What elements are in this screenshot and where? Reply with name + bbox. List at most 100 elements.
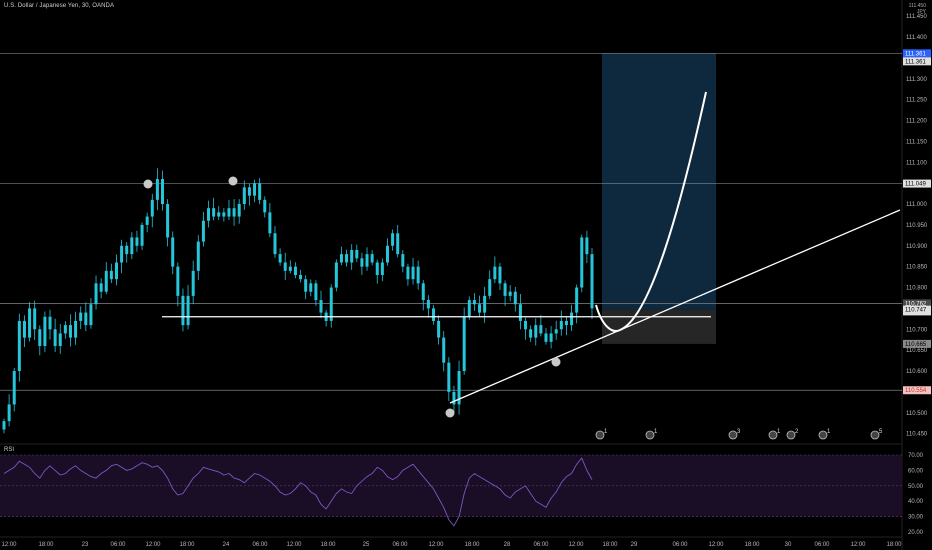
candle-body	[283, 262, 287, 271]
candle-body	[334, 262, 338, 288]
event-badge	[595, 430, 605, 440]
price-axis-tick: 110.600	[906, 369, 928, 375]
candle-body	[43, 316, 47, 346]
time-axis-tick: 06:00	[533, 542, 549, 548]
price-label-tag	[903, 386, 931, 395]
price-label-tag	[903, 57, 931, 66]
candle-body	[575, 287, 579, 313]
price-axis-tick: 111.300	[906, 77, 927, 83]
rsi-axis-tick: 50.00	[908, 484, 924, 490]
candle-body	[253, 183, 257, 196]
candle-body	[12, 371, 16, 405]
price-axis-tick: 110.650	[906, 348, 928, 354]
candle-body	[161, 178, 165, 205]
candle-body	[166, 204, 170, 238]
candle-body	[33, 308, 37, 330]
candle-body	[278, 254, 282, 263]
time-axis-tick: 06:00	[252, 542, 268, 548]
price-axis-tick: 110.800	[906, 286, 928, 292]
candle-body	[539, 325, 543, 334]
candle-body	[442, 337, 446, 363]
candle-body	[406, 266, 410, 280]
candle-body	[396, 233, 400, 255]
event-badge-count: 5	[879, 429, 883, 435]
candle-body	[447, 362, 451, 392]
candle-body	[370, 254, 374, 263]
candle-body	[467, 300, 471, 317]
candle-body	[28, 308, 32, 338]
candle-body	[554, 329, 558, 334]
candle-body	[114, 262, 118, 280]
candle-body	[524, 320, 528, 330]
candle-body	[273, 233, 277, 255]
candle-body	[549, 333, 553, 342]
candle-body	[360, 258, 364, 267]
candle-body	[513, 291, 517, 305]
rsi-axis-tick: 60.00	[908, 468, 924, 474]
price-axis-tick: 110.850	[906, 265, 928, 271]
candle-body	[293, 266, 297, 276]
price-axis-tick: 111.200	[906, 119, 927, 125]
currency-top-tick: 111.450	[908, 3, 926, 9]
candle-body	[452, 391, 456, 405]
candle-body	[416, 266, 420, 284]
candle-body	[263, 199, 267, 213]
candle-body	[63, 325, 67, 334]
candle-body	[355, 249, 359, 259]
pivot-marker	[228, 176, 238, 186]
price-axis-tick: 111.150	[906, 139, 927, 145]
pivot-marker	[551, 357, 561, 367]
candle-body	[79, 312, 83, 321]
candle-body	[437, 320, 441, 338]
event-badge	[728, 430, 738, 440]
candle-body	[462, 316, 466, 372]
candle-body	[498, 266, 502, 284]
candle-body	[457, 371, 461, 405]
currency-code: JPY	[916, 9, 926, 15]
candle-body	[493, 266, 497, 280]
candle-body	[421, 283, 425, 301]
price-axis-tick: 110.700	[906, 327, 928, 333]
candle-body	[304, 279, 308, 292]
rsi-indicator-label[interactable]: RSI	[4, 447, 15, 453]
candle-body	[385, 245, 389, 263]
event-badge	[645, 430, 655, 440]
candle-body	[529, 329, 533, 338]
time-axis-tick: 18:00	[886, 542, 902, 548]
candle-body	[17, 320, 21, 372]
candle-body	[135, 237, 139, 246]
candle-body	[478, 304, 482, 313]
candle-body	[84, 312, 88, 326]
trendline-drawing	[449, 209, 901, 404]
candle-body	[488, 279, 492, 296]
candle-body	[544, 333, 548, 342]
time-axis-tick: 18:00	[320, 542, 336, 548]
candle-body	[104, 270, 108, 292]
candle-body	[53, 329, 57, 346]
candle-body	[94, 283, 98, 305]
price-axis-tick: 110.900	[906, 244, 928, 250]
candle-body	[247, 187, 251, 196]
price-axis-tick: 111.000	[906, 202, 927, 208]
candle-body	[411, 266, 415, 280]
candle-body	[314, 283, 318, 301]
candle-body	[171, 237, 175, 267]
candle-body	[196, 241, 200, 271]
candle-body	[431, 308, 435, 321]
price-label-tag	[903, 179, 931, 188]
time-axis-tick: 06:00	[392, 542, 408, 548]
candle-body	[319, 300, 323, 313]
price-axis-tick: 111.250	[906, 98, 927, 104]
candle-body	[483, 295, 487, 313]
price-label-tag	[903, 299, 931, 308]
time-axis-tick: 12:00	[850, 542, 866, 548]
candle-body	[391, 233, 395, 246]
candle-body	[38, 329, 42, 346]
time-axis-tick: 30	[785, 542, 792, 548]
time-axis-tick: 12:00	[145, 542, 161, 548]
candle-body	[350, 249, 354, 263]
candle-body	[201, 220, 205, 242]
candle-body	[580, 237, 584, 288]
candle-body	[299, 275, 303, 280]
